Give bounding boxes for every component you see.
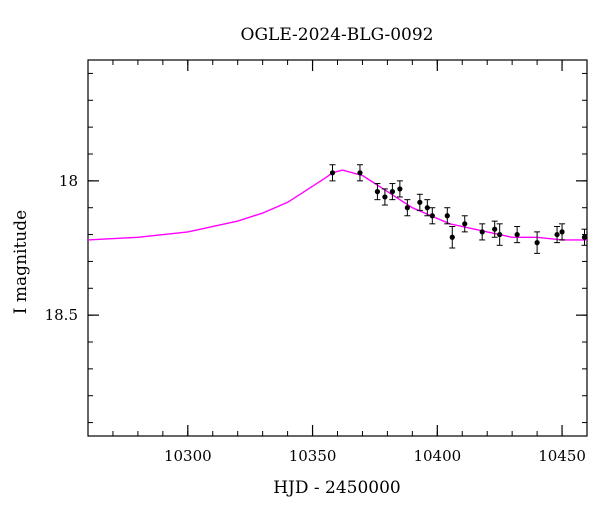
data-point (382, 194, 388, 200)
data-point (404, 205, 410, 211)
data-point (389, 189, 395, 195)
x-tick-label: 10400 (413, 447, 461, 465)
data-point (429, 213, 435, 219)
data-point (357, 170, 363, 176)
data-point (581, 234, 588, 240)
data-point (329, 170, 336, 176)
chart-title: OGLE-2024-BLG-0092 (241, 25, 434, 45)
x-tick-label: 10300 (164, 447, 212, 465)
model-curve (87, 169, 587, 241)
y-tick-label: 18 (59, 172, 78, 190)
data-point (497, 231, 503, 238)
data-point (559, 229, 565, 235)
data-point (492, 226, 498, 232)
model-layer (87, 169, 587, 241)
data-point (424, 205, 430, 211)
data-point (374, 189, 381, 195)
data-point (534, 240, 540, 246)
x-tick-label: 10350 (289, 447, 337, 465)
y-tick-label: 18.5 (45, 306, 78, 324)
data-point (397, 186, 403, 192)
data-point (554, 231, 560, 238)
y-axis-label: I magnitude (11, 210, 31, 314)
major-ticks (88, 60, 587, 436)
minor-ticks (87, 60, 588, 436)
x-axis-label: HJD - 2450000 (273, 478, 401, 498)
plot-frame (87, 59, 588, 437)
tick-labels: 10300 10350 10400 10450 18 18.5 (45, 172, 586, 465)
x-tick-label: 10450 (538, 447, 586, 465)
data-point (444, 213, 450, 219)
data-point (462, 221, 468, 227)
points-layer (329, 164, 588, 254)
data-point (417, 199, 423, 205)
data-point (449, 234, 455, 240)
data-point (514, 231, 520, 238)
data-point (479, 229, 485, 235)
